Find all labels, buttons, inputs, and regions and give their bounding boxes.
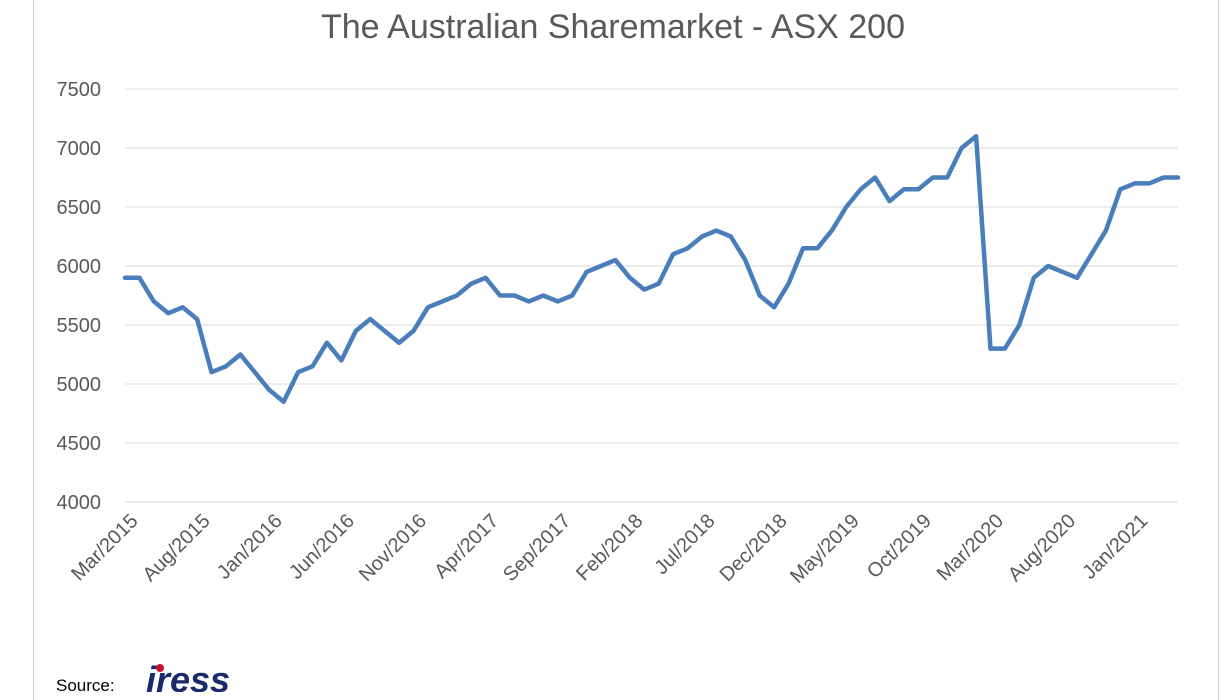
x-tick-label: Dec/2018 [716,510,792,586]
series-layer [122,133,1181,404]
iress-logo: iress [146,662,230,692]
chart-frame [33,0,1219,700]
svg-text:iress: iress [146,662,230,692]
chart-title: The Australian Sharemarket - ASX 200 [321,8,905,46]
y-tick-label: 6000 [57,256,102,278]
x-tick-label: Feb/2018 [572,510,647,585]
x-tick-label: Mar/2015 [67,510,142,585]
y-tick-label: 7000 [57,138,102,160]
y-tick-label: 5000 [57,374,102,396]
x-tick-label: Jun/2016 [285,510,359,584]
x-tick-label: Sep/2017 [499,510,575,586]
y-tick-labels: 4000 4500 5000 5500 6000 6500 7000 7500 [57,79,102,514]
x-tick-labels: Mar/2015Aug/2015Jan/2016Jun/2016Nov/2016… [67,510,1152,588]
x-tick-label: Nov/2016 [355,510,431,586]
x-tick-label: Mar/2020 [933,510,1008,585]
x-tick-label: Jan/2021 [1079,510,1153,584]
x-tick-label: Jan/2016 [213,510,287,584]
x-tick-label: Apr/2017 [430,510,503,583]
source-label: Source: [56,676,115,695]
x-tick-label: Oct/2019 [863,510,936,583]
y-tick-label: 7500 [57,79,102,101]
x-tick-label: Jul/2018 [650,510,719,579]
y-tick-label: 4500 [57,433,102,455]
series-line [122,133,1181,404]
x-tick-label: Aug/2015 [139,510,215,586]
x-tick-label: Aug/2020 [1004,510,1080,586]
y-tick-label: 5500 [57,315,102,337]
x-tick-label: May/2019 [786,510,864,588]
y-tick-label: 4000 [57,492,102,514]
gridlines [125,88,1178,503]
y-tick-label: 6500 [57,197,102,219]
